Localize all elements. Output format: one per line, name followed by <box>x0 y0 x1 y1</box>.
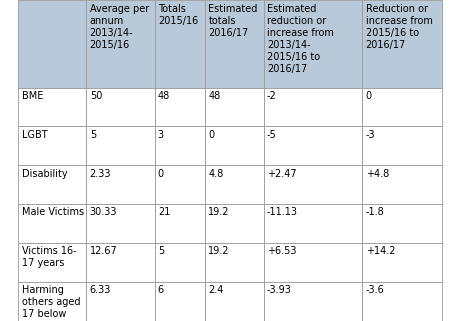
Bar <box>205 243 263 282</box>
Bar <box>86 126 154 165</box>
Text: +2.47: +2.47 <box>266 169 296 178</box>
Bar <box>263 165 362 204</box>
Bar <box>154 282 205 321</box>
Text: 12.67: 12.67 <box>90 246 117 256</box>
Text: +4.8: +4.8 <box>365 169 388 178</box>
Text: -3.93: -3.93 <box>266 285 291 295</box>
Text: 6.33: 6.33 <box>90 285 111 295</box>
Text: 0: 0 <box>157 169 163 178</box>
Text: 6: 6 <box>157 285 163 295</box>
Text: 19.2: 19.2 <box>208 207 230 217</box>
Bar <box>362 88 441 126</box>
Text: 50: 50 <box>90 91 102 101</box>
Bar <box>154 243 205 282</box>
Text: 48: 48 <box>208 91 220 101</box>
Text: 21: 21 <box>157 207 170 217</box>
Text: -1.8: -1.8 <box>365 207 384 217</box>
Bar <box>205 0 263 88</box>
Bar <box>362 0 441 88</box>
Bar <box>263 282 362 321</box>
Text: 0: 0 <box>208 130 214 140</box>
Bar <box>205 204 263 243</box>
Text: +6.53: +6.53 <box>266 246 296 256</box>
Bar <box>18 165 86 204</box>
Bar <box>18 0 86 88</box>
Bar <box>263 126 362 165</box>
Text: -5: -5 <box>266 130 276 140</box>
Text: 2.4: 2.4 <box>208 285 223 295</box>
Bar <box>86 282 154 321</box>
Text: 19.2: 19.2 <box>208 246 230 256</box>
Bar <box>362 243 441 282</box>
Bar <box>154 88 205 126</box>
Bar <box>362 204 441 243</box>
Bar <box>362 282 441 321</box>
Bar <box>86 0 154 88</box>
Text: 5: 5 <box>90 130 96 140</box>
Text: Average per
annum
2013/14-
2015/16: Average per annum 2013/14- 2015/16 <box>90 4 149 49</box>
Bar <box>205 282 263 321</box>
Bar <box>205 165 263 204</box>
Text: -11.13: -11.13 <box>266 207 297 217</box>
Text: Reduction or
increase from
2015/16 to
2016/17: Reduction or increase from 2015/16 to 20… <box>365 4 431 49</box>
Bar <box>263 243 362 282</box>
Bar <box>154 165 205 204</box>
Bar <box>205 126 263 165</box>
Text: 3: 3 <box>157 130 163 140</box>
Bar <box>263 0 362 88</box>
Text: -3: -3 <box>365 130 375 140</box>
Text: BME: BME <box>22 91 43 101</box>
Bar <box>154 204 205 243</box>
Text: LGBT: LGBT <box>22 130 47 140</box>
Bar <box>18 88 86 126</box>
Bar <box>362 126 441 165</box>
Text: Male Victims: Male Victims <box>22 207 84 217</box>
Bar <box>154 126 205 165</box>
Text: 30.33: 30.33 <box>90 207 117 217</box>
Text: Disability: Disability <box>22 169 67 178</box>
Bar <box>86 165 154 204</box>
Bar <box>263 88 362 126</box>
Text: 5: 5 <box>157 246 164 256</box>
Bar <box>18 243 86 282</box>
Text: 4.8: 4.8 <box>208 169 223 178</box>
Text: Victims 16-
17 years: Victims 16- 17 years <box>22 246 76 268</box>
Bar <box>18 126 86 165</box>
Bar <box>18 282 86 321</box>
Text: +14.2: +14.2 <box>365 246 394 256</box>
Bar <box>86 88 154 126</box>
Text: Estimated
reduction or
increase from
2013/14-
2015/16 to
2016/17: Estimated reduction or increase from 201… <box>266 4 333 74</box>
Bar <box>263 204 362 243</box>
Text: Harming
others aged
17 below: Harming others aged 17 below <box>22 285 80 319</box>
Bar <box>362 165 441 204</box>
Text: -2: -2 <box>266 91 276 101</box>
Bar <box>18 204 86 243</box>
Bar <box>86 243 154 282</box>
Bar <box>154 0 205 88</box>
Text: Totals
2015/16: Totals 2015/16 <box>157 4 198 26</box>
Text: 0: 0 <box>365 91 371 101</box>
Text: -3.6: -3.6 <box>365 285 384 295</box>
Bar <box>86 204 154 243</box>
Bar <box>205 88 263 126</box>
Text: 2.33: 2.33 <box>90 169 111 178</box>
Text: 48: 48 <box>157 91 170 101</box>
Text: Estimated
totals
2016/17: Estimated totals 2016/17 <box>208 4 257 38</box>
